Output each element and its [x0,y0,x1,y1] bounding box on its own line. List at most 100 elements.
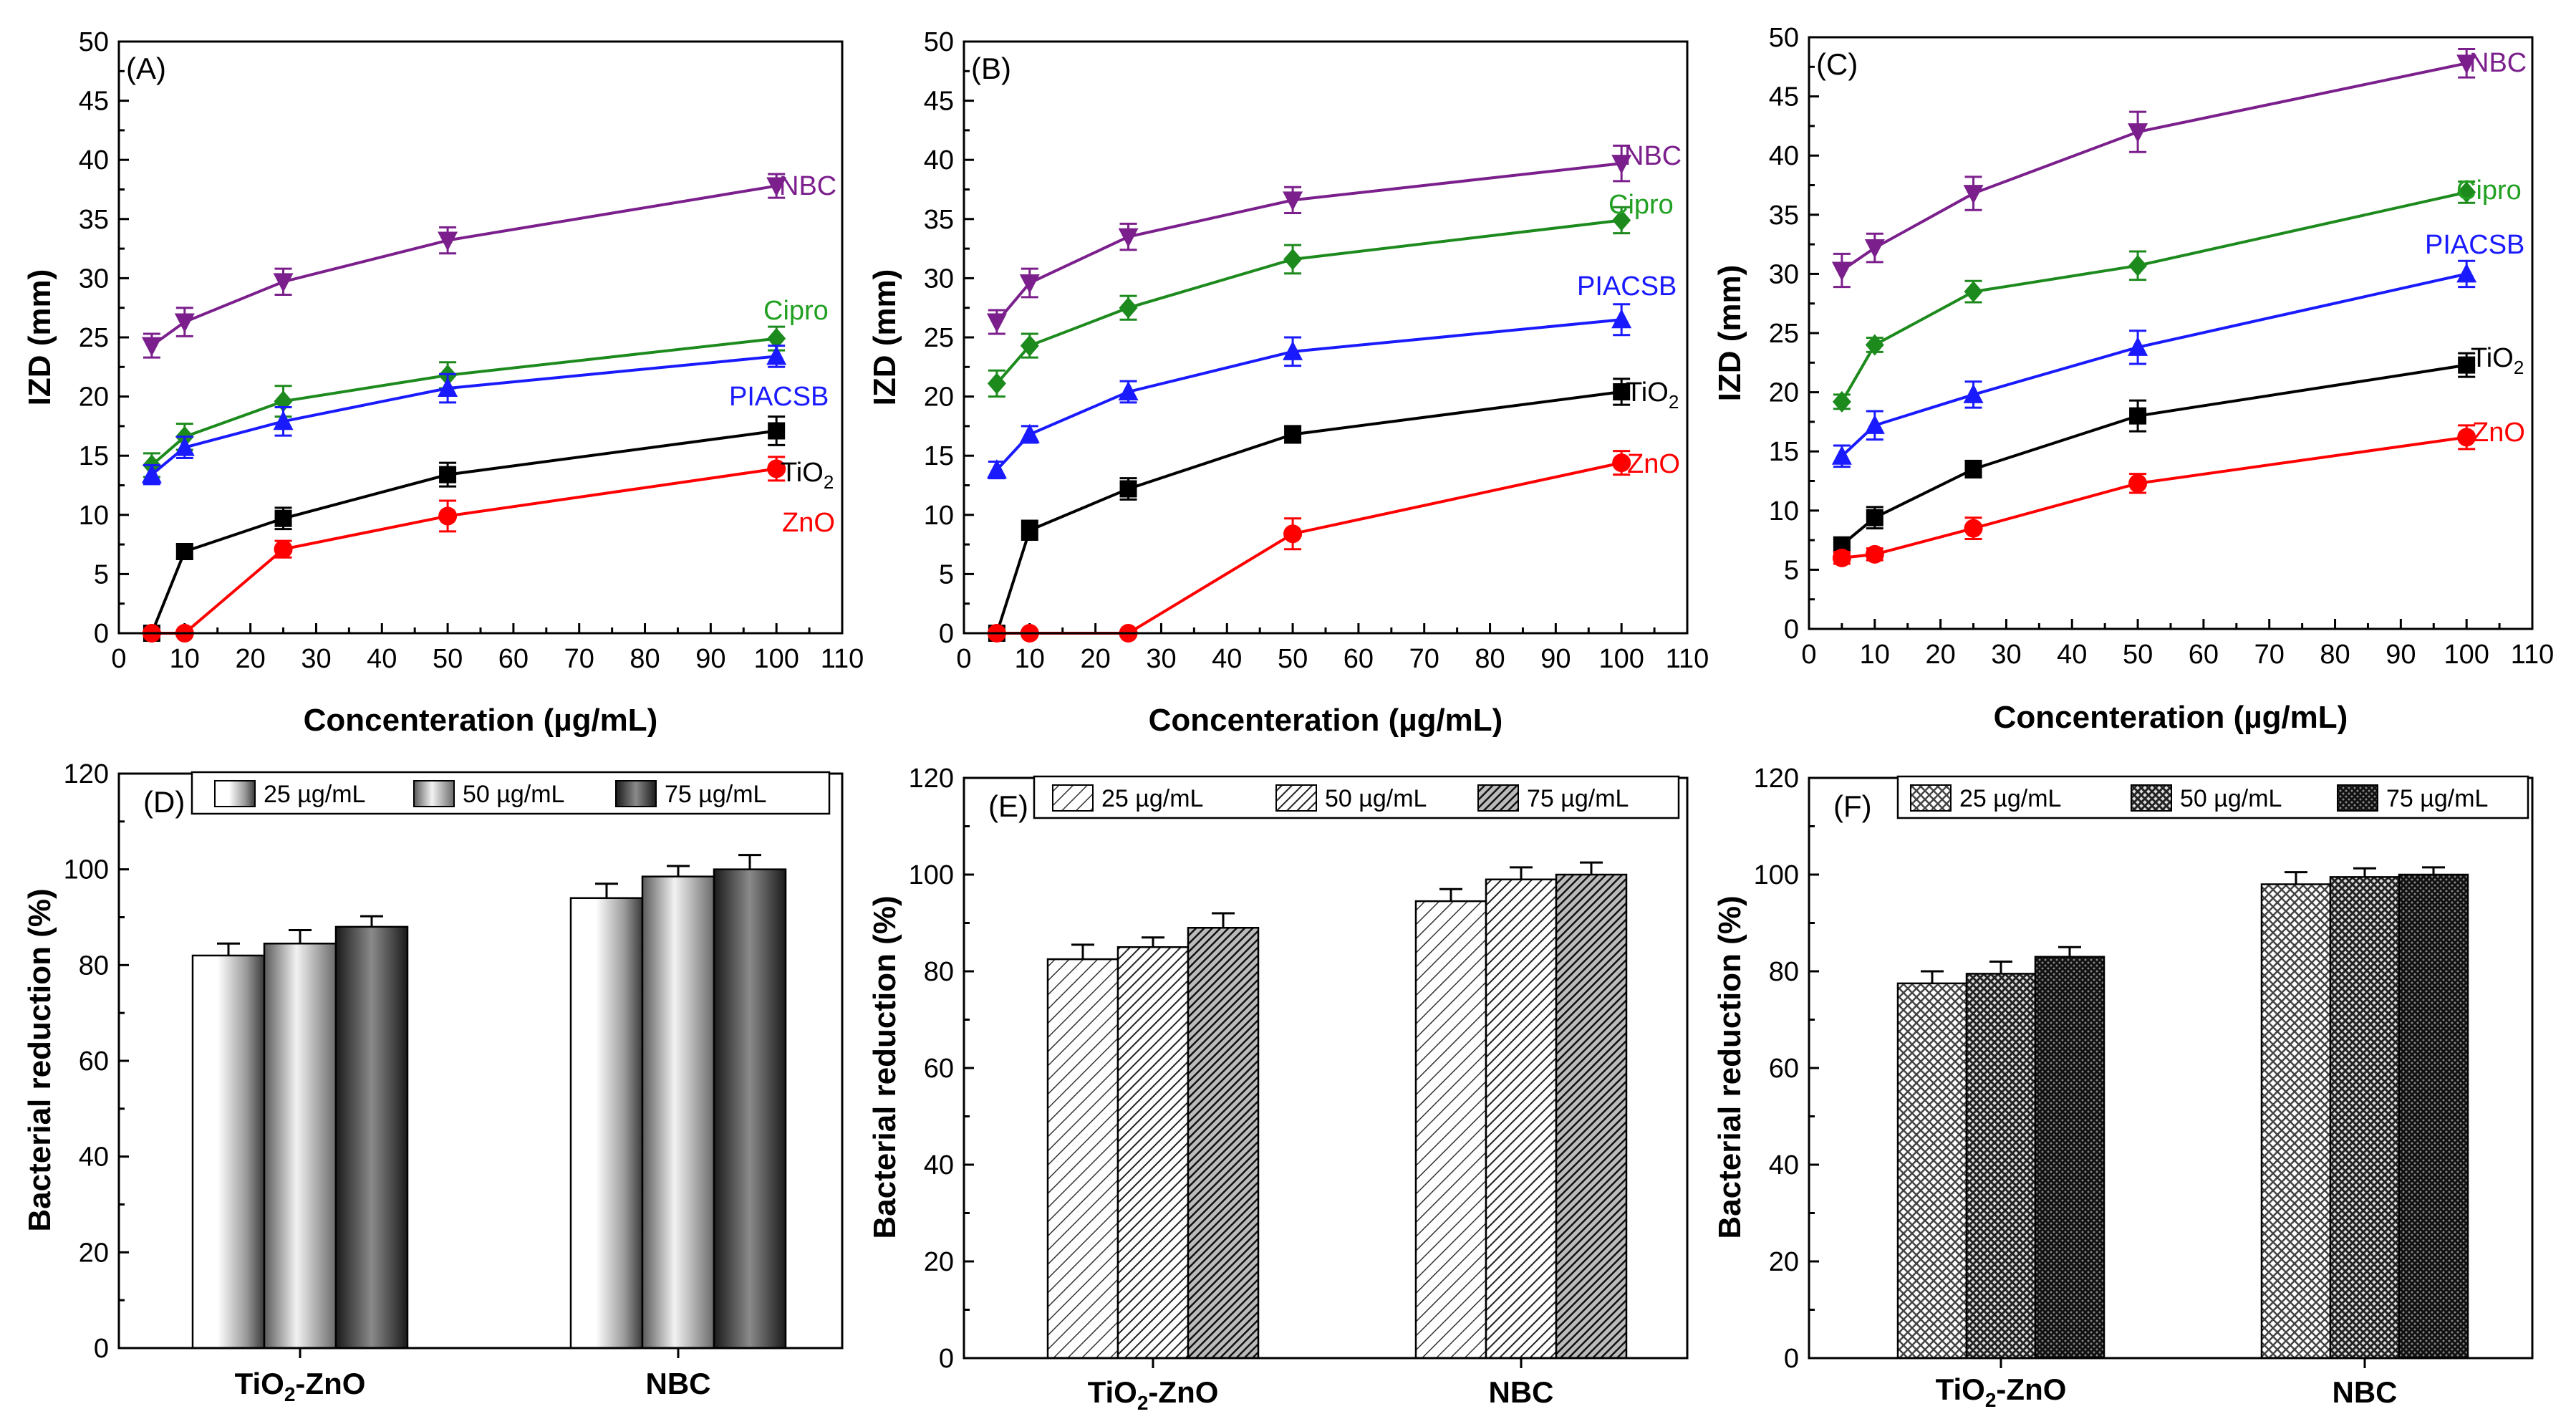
panel-e-bar-25-g-ml-tio2-zno [1046,958,1119,1360]
panel-b-data-point-tio2 [1284,425,1302,443]
panel-b-data-point-tio2 [1613,383,1631,400]
panel-d-y-tick-label: 40 [79,1142,109,1173]
panel-b-x-tick-label: 10 [1015,644,1045,674]
panel-b-data-point-piacsb [1118,380,1139,400]
panel-f-bar-25-g-ml-nbc [2260,883,2332,1360]
panel-b-izd-chart: 0 5 10 15 20 25 30 35 40 45 50 0 10 20 30 40 50 60 70 80 90 1… [867,27,1709,738]
panel-b-y-axis-label: IZD (mm) [867,269,902,406]
panel-b-x-tick-label: 80 [1475,644,1505,674]
panel-b-x-tick-label: 0 [956,644,971,674]
panel-a-y-tick-label: 15 [79,441,109,471]
panel-f-bar-error-bar [2058,946,2081,957]
panel-c-data-point-cipro [2457,181,2476,203]
panel-f-legend-box [1896,775,2529,819]
panel-c-data-point-zno [2457,428,2476,447]
panel-c-x-tick-label: 0 [1801,640,1816,670]
panel-b-x-tick-label: 100 [1598,644,1644,674]
panel-f-bar-75-g-ml-tio2-zno [2034,956,2105,1360]
panel-b-marks [986,144,1632,643]
panel-f-bar-error-bar [2353,867,2376,877]
panel-c-y-tick-label: 25 [1769,319,1799,349]
panel-a-data-point-nbc [766,177,787,197]
panel-c-x-tick-label: 80 [2320,640,2350,670]
panel-b-data-point-piacsb [1019,423,1040,443]
panel-c-series-line-tio2 [1841,363,2467,547]
panel-f-bar-25-g-ml-tio2-zno [1896,982,1968,1360]
panel-f-bar-75-g-ml-nbc [2398,873,2469,1360]
panel-a-series-label-zno: ZnO [782,508,835,538]
panel-b-y-tick-label: 40 [924,145,954,175]
panel-a-data-point-zno [438,506,458,526]
panel-a-y-tick-label: 10 [79,501,109,531]
panel-f-label: (F) [1833,789,1872,823]
panel-c-x-tick-label: 90 [2386,640,2416,670]
panel-c-data-point-nbc [1831,261,1852,282]
panel-a-x-tick-label: 100 [753,644,799,674]
panel-c-y-tick-label: 5 [1784,555,1799,585]
panel-a-data-point-piacsb [273,410,294,430]
panel-b-data-point-piacsb [1283,340,1303,360]
panel-a-y-tick-label: 35 [79,205,109,235]
panel-b-y-tick-label: 10 [924,501,954,531]
panel-c-data-point-cipro [1832,390,1851,413]
panel-b-data-point-cipro [1612,209,1631,231]
panel-e-bars [1046,861,1628,1360]
panel-d-bar-25-g-ml-tio2-zno [191,954,266,1350]
panel-b-data-point-piacsb [986,459,1007,479]
panel-e-y-tick-label: 40 [924,1150,954,1180]
panel-f-legend-label-75-g-ml: 75 µg/mL [2386,785,2488,812]
panel-c-y-tick-label: 10 [1769,496,1799,526]
panel-d-bar-50-g-ml-nbc [641,875,715,1350]
panel-c-izd-chart: 0 5 10 15 20 25 30 35 40 45 50 0 10 20 30 40 50 60 70 80 90 1… [1712,23,2554,735]
panel-f-legend-swatch-25-g-ml [1910,784,1952,812]
panel-c-series-label-zno: ZnO [2472,418,2525,448]
panel-c-data-point-piacsb [1831,445,1852,465]
panel-f-bar-50-g-ml-tio2-zno [1965,973,2037,1360]
panel-f-legend: 25 µg/mL 50 µg/mL 75 µg/mL [1896,775,2529,819]
panel-c-y-tick-label: 20 [1769,378,1799,408]
panel-b-x-tick-label: 40 [1212,644,1242,674]
panel-c-data-point-tio2 [1964,460,1982,478]
panel-f-bar-error-bar [1921,970,1944,983]
panel-a-x-tick-label: 0 [111,644,126,674]
panel-a-data-point-tio2 [274,509,292,527]
panel-e-legend-swatch-25-g-ml [1052,784,1094,812]
panel-f-legend-swatch-75-g-ml [2337,784,2378,812]
panel-b-series-line-cipro [995,218,1622,385]
panel-c-series-line-nbc [1841,62,2467,272]
panel-a-x-tick-label: 20 [235,644,265,674]
panel-d-bar-75-g-ml-nbc [713,868,787,1350]
panel-c-y-tick-label: 35 [1769,201,1799,231]
panel-d-legend-label-25-g-ml: 25 µg/mL [264,781,365,808]
panel-d-y-tick-label: 120 [64,759,109,789]
panel-c-ticks: 0 5 10 15 20 25 30 35 40 45 50 0 10 20 30 40 50 60 70 80 90 1… [1769,23,2555,670]
panel-f-legend-label-50-g-ml: 50 µg/mL [2180,785,2282,812]
panel-c-y-tick-label: 40 [1769,141,1799,171]
panel-b-ticks: 0 5 10 15 20 25 30 35 40 45 50 0 10 20 30 40 50 60 70 80 90 1… [924,27,1709,674]
panel-a-series-line-tio2 [150,429,777,634]
panel-d-y-tick-label: 20 [79,1238,109,1268]
panel-b-series-line-zno [996,461,1622,635]
panel-d-bar-25-g-ml-nbc [569,897,644,1350]
panel-c-x-tick-label: 40 [2057,640,2087,670]
panel-c-x-tick-label: 70 [2254,640,2285,670]
panel-b-x-tick-label: 20 [1080,644,1110,674]
panel-b-label: (B) [971,52,1011,85]
panel-d-category-nbc: NBC [646,1367,711,1400]
panel-a-x-tick-label: 60 [498,644,529,674]
panel-c-data-point-tio2 [1866,509,1883,526]
panel-d-legend-label-75-g-ml: 75 µg/mL [665,781,766,808]
panel-a-y-tick-label: 20 [79,383,109,413]
panel-d-legend-swatch-25-g-ml [214,780,256,807]
panel-f-y-tick-label: 60 [1769,1054,1799,1084]
panel-b-x-tick-label: 70 [1409,644,1439,674]
panel-c-x-tick-label: 20 [1925,640,1955,670]
panel-b-data-point-nbc [1019,274,1040,294]
panel-e-y-axis-label: Bacterial reduction (%) [867,895,902,1238]
panel-e-bar-error-bar [1071,943,1094,960]
panel-b-data-point-nbc [1283,191,1303,211]
panel-b-data-point-tio2 [1119,480,1137,498]
panel-b-x-tick-label: 50 [1278,644,1308,674]
panel-a-data-point-nbc [141,337,162,357]
panel-b-x-tick-label: 110 [1666,644,1709,674]
